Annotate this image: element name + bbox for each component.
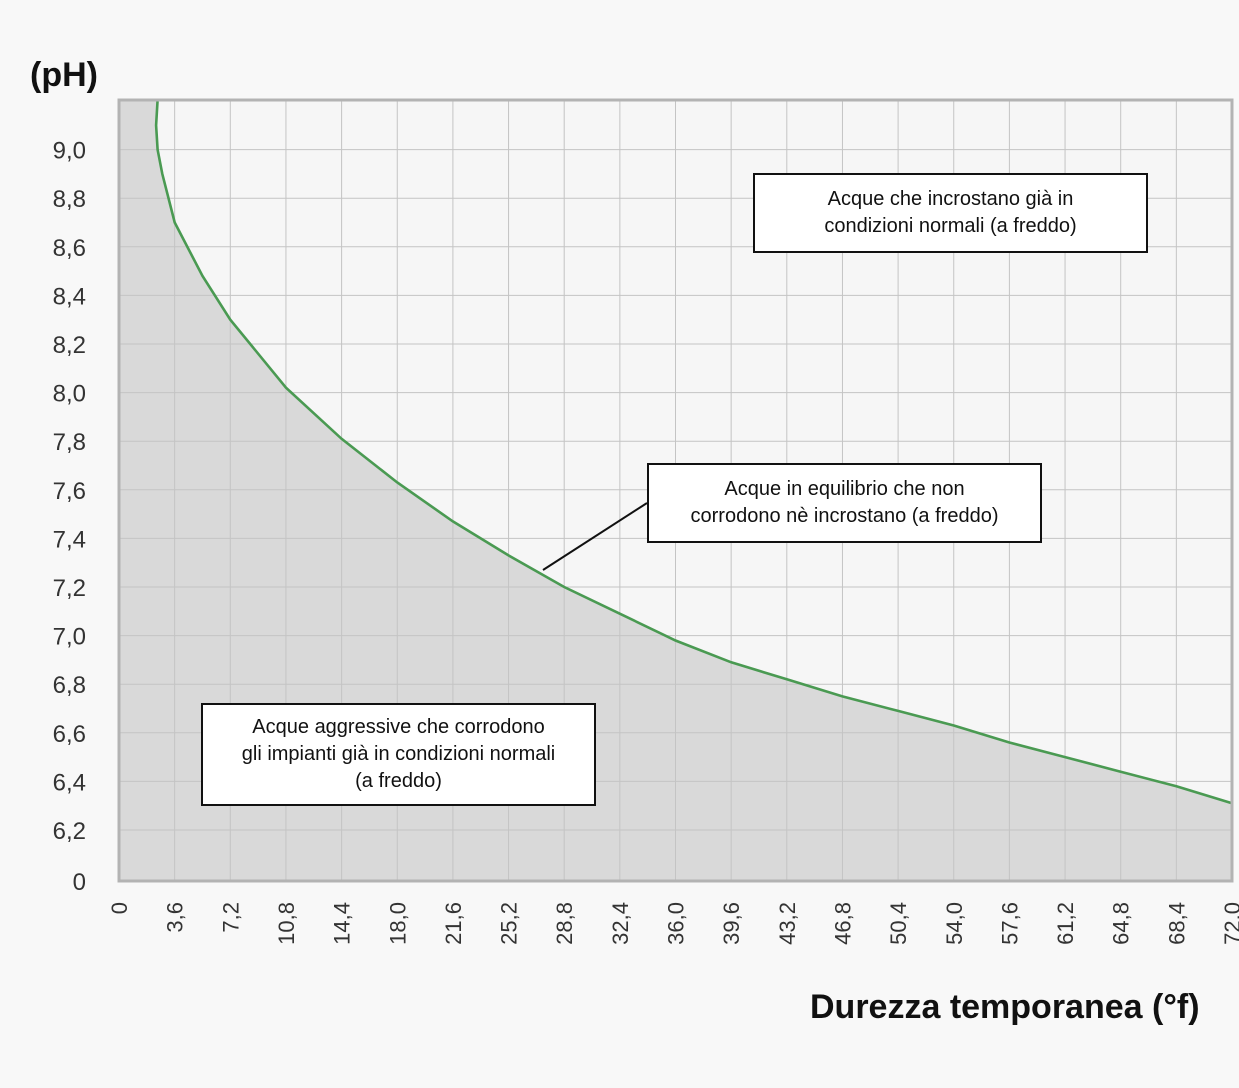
x-tick-label: 18,0 [385,902,410,945]
y-tick-label: 8,6 [53,235,86,262]
x-tick-label: 54,0 [942,902,967,945]
x-tick-label: 61,2 [1053,902,1078,945]
annotation-line: (a freddo) [355,770,442,792]
x-tick-label: 46,8 [830,902,855,945]
y-axis-title: (pH) [30,56,98,94]
y-tick-label: 6,2 [53,818,86,845]
y-tick-label: 7,6 [53,478,86,505]
x-axis-title: Durezza temporanea (°f) [810,988,1200,1026]
x-tick-label: 14,4 [330,902,355,945]
annotation-equilibrio: Acque in equilibrio che non corrodono nè… [647,463,1042,543]
y-tick-label: 9,0 [53,138,86,165]
y-axis-ticks: 0 6,2 6,4 6,6 6,8 7,0 7,2 7,4 7,6 7,8 8,0 8,2 8,4 8,6… [53,138,86,896]
y-tick-label: 7,4 [53,526,86,553]
x-tick-label: 43,2 [775,902,800,945]
equilibrium-curve [154,99,1233,805]
x-tick-label: 3,6 [163,902,188,933]
x-tick-label: 39,6 [719,902,744,945]
annotation-leader-line [542,502,648,571]
x-tick-label: 68,4 [1164,902,1189,945]
x-tick-label: 25,2 [497,902,522,945]
y-tick-label: 8,0 [53,381,86,408]
x-tick-label: 21,6 [441,902,466,945]
x-axis-ticks: 0 3,6 7,2 10,8 14,4 18,0 21,6 25,2 28,8 32,4 36,0 3… [107,902,1239,945]
y-tick-label: 7,0 [53,624,86,651]
y-tick-label: 8,8 [53,186,86,213]
x-tick-label: 64,8 [1109,902,1134,945]
x-tick-label: 57,6 [997,902,1022,945]
x-tick-label: 32,4 [608,902,633,945]
annotation-incrostano: Acque che incrostano già in condizioni n… [753,173,1148,253]
y-tick-label: 8,2 [53,332,86,359]
y-tick-label: 7,8 [53,429,86,456]
annotation-line: Acque in equilibrio che non [724,478,965,500]
y-tick-label: 8,4 [53,283,86,310]
annotation-line: Acque che incrostano già in [827,188,1074,210]
x-tick-label: 7,2 [218,902,243,933]
x-tick-label: 28,8 [552,902,577,945]
annotation-line: corrodono nè incrostano (a freddo) [690,505,999,527]
annotation-line: condizioni normali (a freddo) [824,215,1077,237]
x-tick-label: 0 [107,902,132,914]
x-tick-label: 50,4 [886,902,911,945]
y-tick-label: 6,6 [53,721,86,748]
y-tick-label: 6,4 [53,769,86,796]
y-tick-label: 0 [73,869,86,896]
annotation-line: gli impianti già in condizioni normali [241,743,556,765]
x-tick-label: 10,8 [274,902,299,945]
y-tick-label: 7,2 [53,575,86,602]
x-tick-label: 36,0 [664,902,689,945]
plot-border [117,98,1234,883]
annotation-aggressive: Acque aggressive che corrodono gli impia… [201,703,596,806]
annotation-line: Acque aggressive che corrodono [252,716,545,738]
x-tick-label: 72,0 [1220,902,1239,945]
y-tick-label: 6,8 [53,672,86,699]
